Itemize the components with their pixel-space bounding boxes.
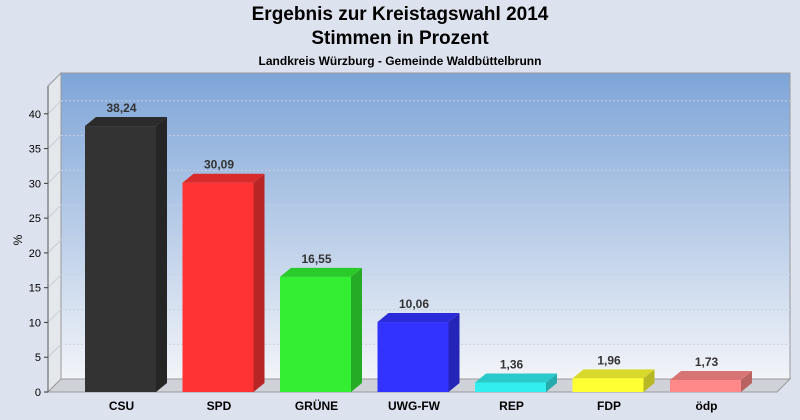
y-tick-label: 0 bbox=[35, 387, 41, 399]
bar-side bbox=[156, 117, 167, 393]
x-tick-label: ödp bbox=[696, 399, 718, 413]
x-tick-label: GRÜNE bbox=[295, 398, 338, 413]
data-label: 1,96 bbox=[597, 353, 621, 367]
bar bbox=[377, 322, 449, 392]
y-tick-label: 40 bbox=[29, 109, 41, 121]
bar-top bbox=[377, 313, 460, 323]
x-tick-label: FDP bbox=[597, 399, 621, 413]
bar bbox=[572, 378, 644, 392]
x-tick-label: UWG-FW bbox=[388, 399, 441, 413]
x-tick-label: SPD bbox=[207, 399, 232, 413]
bar-side bbox=[546, 373, 557, 392]
data-label: 10,06 bbox=[399, 297, 429, 311]
bar bbox=[475, 382, 546, 392]
chart-title: Ergebnis zur Kreistagswahl 2014 bbox=[251, 4, 549, 25]
grid-line-side bbox=[47, 343, 62, 358]
grid-line-side bbox=[47, 100, 62, 115]
data-label: 1,73 bbox=[695, 355, 719, 369]
bar bbox=[670, 379, 741, 392]
chart-subtitle-line: Stimmen in Prozent bbox=[311, 28, 489, 49]
bar bbox=[280, 276, 351, 392]
y-tick-label: 20 bbox=[29, 248, 41, 260]
grid-line-side bbox=[47, 170, 62, 184]
grid-line-side bbox=[47, 204, 62, 219]
x-tick-label: REP bbox=[499, 399, 524, 413]
y-tick-label: 10 bbox=[29, 317, 41, 329]
bar-top bbox=[475, 373, 557, 383]
grid-line-side bbox=[47, 274, 62, 289]
y-tick-label: 25 bbox=[29, 213, 41, 225]
grid-line-side bbox=[47, 135, 62, 149]
bar-top bbox=[85, 117, 167, 127]
data-label: 30,09 bbox=[204, 158, 234, 172]
chart-side-wall bbox=[47, 71, 62, 394]
bar-top bbox=[182, 173, 265, 183]
y-tick-label: 35 bbox=[29, 144, 41, 156]
bar-side bbox=[253, 173, 265, 392]
bar bbox=[182, 182, 254, 392]
chart-subtitle: Landkreis Würzburg - Gemeinde Waldbüttel… bbox=[258, 54, 542, 68]
data-label: 16,55 bbox=[301, 252, 331, 266]
bar-top bbox=[572, 369, 655, 379]
y-tick-label: 5 bbox=[35, 352, 41, 364]
y-tick-label: 30 bbox=[29, 178, 41, 190]
data-label: 38,24 bbox=[106, 101, 136, 115]
y-axis-label: % bbox=[11, 234, 25, 245]
bar-top bbox=[670, 370, 752, 380]
bar-top bbox=[280, 267, 362, 277]
data-label: 1,36 bbox=[500, 358, 524, 372]
x-tick-label: CSU bbox=[109, 399, 134, 413]
bar-side bbox=[351, 267, 362, 392]
bar-side bbox=[448, 313, 460, 392]
bar-side bbox=[741, 370, 752, 392]
bar bbox=[85, 126, 156, 393]
grid-line-side bbox=[47, 239, 62, 254]
grid-line-side bbox=[47, 309, 62, 323]
y-tick-label: 15 bbox=[29, 283, 41, 295]
bar-side bbox=[643, 369, 655, 392]
